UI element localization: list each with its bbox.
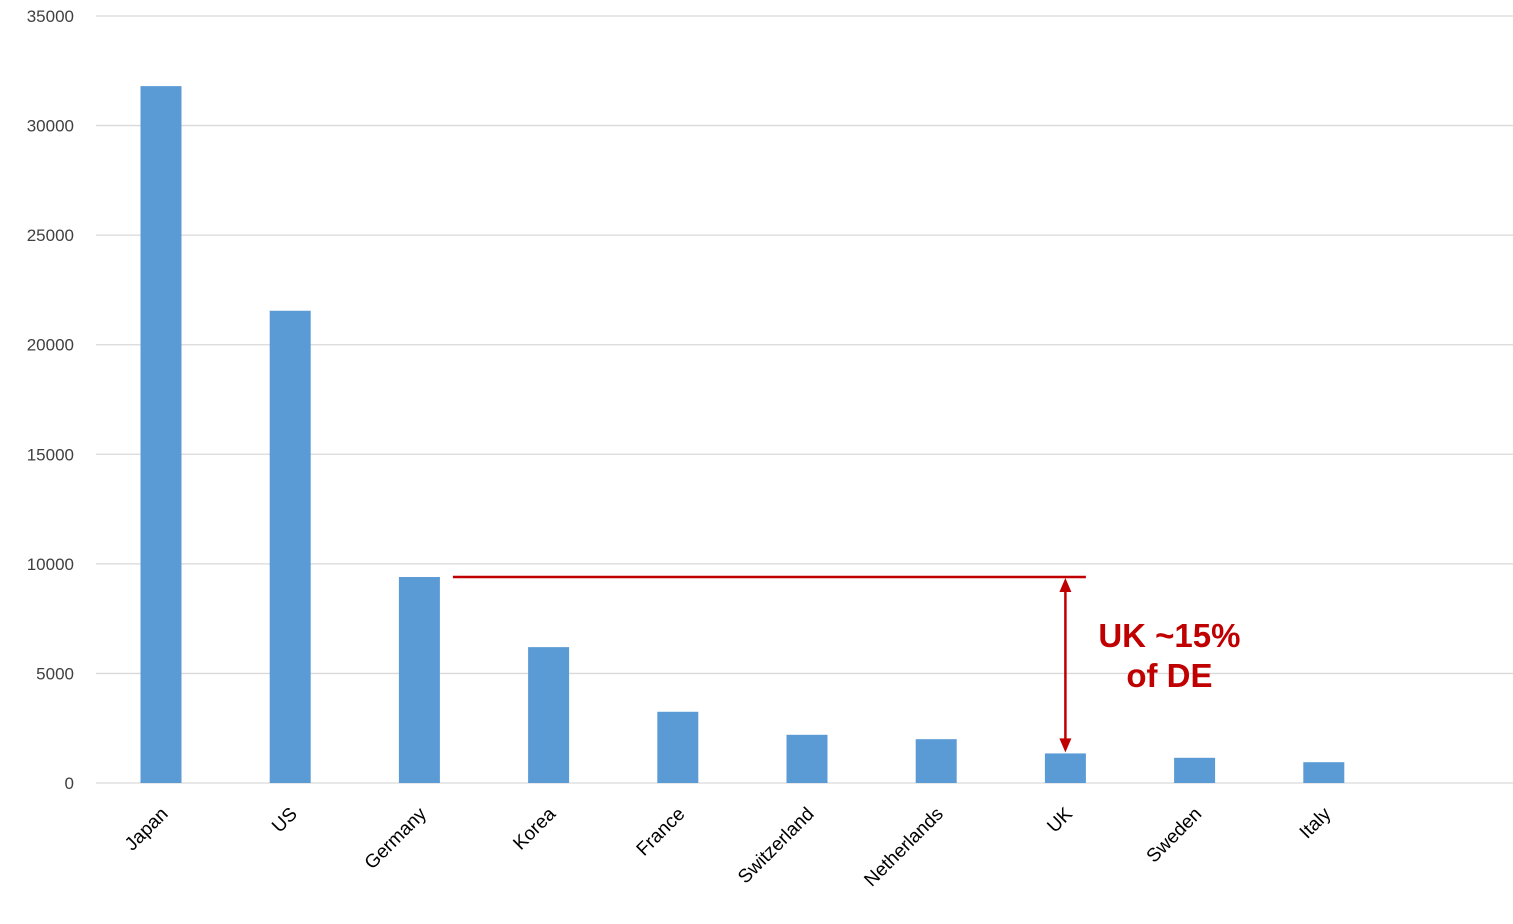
x-tick-label: Switzerland <box>734 804 818 888</box>
x-axis-category-labels: Japan US Germany Korea France Switzerland Neth… <box>121 803 1336 891</box>
bars <box>140 86 1345 783</box>
bar-uk <box>1044 753 1086 783</box>
y-tick-label: 5000 <box>36 664 74 683</box>
bar-netherlands <box>915 739 957 783</box>
arrow-head-up-icon <box>1059 578 1072 593</box>
annotation-text-line-2: of DE <box>1126 657 1212 694</box>
y-tick-label: 15000 <box>27 445 74 464</box>
x-tick-label: Netherlands <box>860 804 947 891</box>
bar-us <box>269 310 311 783</box>
annotation: UK ~15% of DE <box>452 575 1240 753</box>
x-tick-label: Korea <box>509 803 560 854</box>
annotation-text-line-1: UK ~15% <box>1098 617 1240 654</box>
bar-italy <box>1303 762 1345 783</box>
y-tick-label: 25000 <box>27 226 74 245</box>
bar-korea <box>528 647 570 783</box>
gridlines <box>96 15 1513 784</box>
y-tick-label: 10000 <box>27 555 74 574</box>
bar-japan <box>140 86 182 783</box>
arrow-head-down-icon <box>1059 738 1072 753</box>
x-tick-label: UK <box>1043 803 1077 837</box>
bar-france <box>657 711 699 783</box>
y-tick-label: 0 <box>65 774 74 793</box>
x-tick-label: US <box>268 804 302 838</box>
x-tick-label: Japan <box>121 804 172 855</box>
y-tick-label: 20000 <box>27 336 74 355</box>
bar-germany <box>398 577 440 783</box>
bar-switzerland <box>786 734 828 783</box>
x-tick-label: France <box>633 804 690 861</box>
y-axis-tick-labels: 0 5000 10000 15000 20000 25000 30000 35000 <box>27 7 74 793</box>
bar-sweden <box>1174 757 1216 783</box>
x-tick-label: Italy <box>1296 803 1336 843</box>
y-tick-label: 35000 <box>27 7 74 26</box>
x-tick-label: Germany <box>361 803 431 873</box>
x-tick-label: Sweden <box>1143 804 1206 867</box>
y-tick-label: 30000 <box>27 117 74 136</box>
